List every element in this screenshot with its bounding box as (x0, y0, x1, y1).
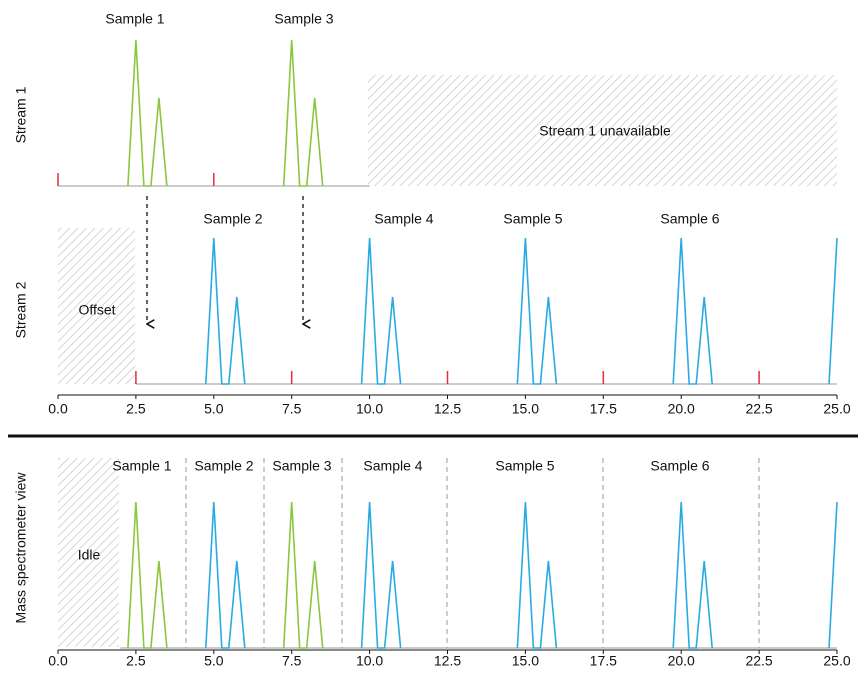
peak (360, 501, 402, 649)
x-tick-label: 15.0 (512, 401, 539, 417)
peak (205, 237, 246, 385)
peak (127, 39, 168, 187)
offset-label: Offset (78, 302, 115, 318)
x-tick-label: 12.5 (434, 653, 461, 669)
x-tick-label: 7.5 (282, 401, 302, 417)
peak (828, 237, 838, 385)
peak (282, 39, 324, 187)
x-tick-label: 2.5 (126, 401, 146, 417)
unavailable-label: Stream 1 unavailable (539, 123, 671, 139)
view-label: Mass spectrometer view (13, 472, 29, 624)
sample-label: Sample 6 (660, 211, 719, 227)
x-tick-label: 10.0 (356, 653, 383, 669)
x-tick-label: 25.0 (823, 653, 850, 669)
sample-label: Sample 1 (112, 458, 171, 474)
sample-label: Sample 5 (503, 211, 562, 227)
peak (282, 501, 324, 649)
peak (516, 501, 558, 649)
idle-region (58, 458, 119, 647)
x-tick-label: 0.0 (48, 653, 68, 669)
offset-region (58, 228, 135, 384)
sample-label: Sample 2 (203, 211, 262, 227)
x-tick-label: 5.0 (204, 401, 224, 417)
x-tick-label: 20.0 (668, 401, 695, 417)
sample-label: Sample 6 (650, 458, 709, 474)
sample-label: Sample 4 (363, 458, 422, 474)
x-tick-label: 15.0 (512, 653, 539, 669)
stream-label: Stream 2 (13, 281, 29, 338)
peak (672, 237, 713, 385)
peak (360, 237, 402, 385)
peak (516, 237, 558, 385)
x-tick-label: 22.5 (745, 401, 772, 417)
peak (127, 501, 168, 649)
x-tick-label: 25.0 (823, 401, 850, 417)
unavailable-region (368, 75, 837, 186)
sample-label: Sample 3 (272, 458, 331, 474)
sample-label: Sample 3 (274, 11, 333, 27)
peak (672, 501, 713, 649)
x-tick-label: 2.5 (126, 653, 146, 669)
x-tick-label: 17.5 (590, 653, 617, 669)
sample-label: Sample 1 (105, 11, 164, 27)
sample-label: Sample 2 (194, 458, 253, 474)
peak (828, 501, 838, 649)
x-tick-label: 22.5 (745, 653, 772, 669)
x-tick-label: 12.5 (434, 401, 461, 417)
sample-label: Sample 5 (495, 458, 554, 474)
stream-label: Stream 1 (13, 86, 29, 143)
x-tick-label: 17.5 (590, 401, 617, 417)
peak (205, 501, 246, 649)
x-tick-label: 20.0 (668, 653, 695, 669)
sample-label: Sample 4 (374, 211, 433, 227)
x-tick-label: 10.0 (356, 401, 383, 417)
x-tick-label: 5.0 (204, 653, 224, 669)
idle-label: Idle (78, 547, 101, 563)
x-tick-label: 0.0 (48, 401, 68, 417)
x-tick-label: 7.5 (282, 653, 302, 669)
